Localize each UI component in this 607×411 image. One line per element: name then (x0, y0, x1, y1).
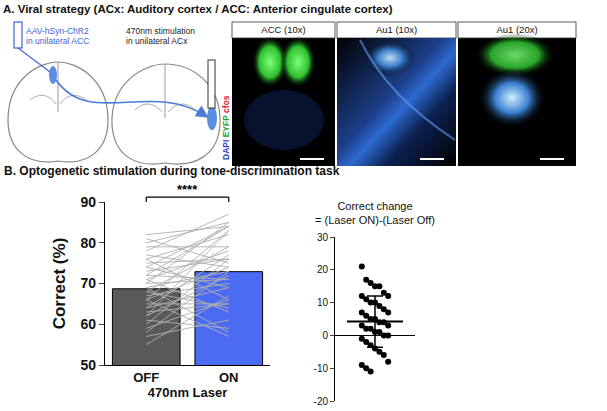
svg-text:****: **** (177, 182, 198, 197)
svg-text:AAV-hSyn-ChR2: AAV-hSyn-ChR2 (26, 26, 89, 36)
svg-text:ON: ON (219, 370, 239, 385)
svg-text:70: 70 (80, 275, 96, 291)
svg-text:50: 50 (80, 357, 96, 373)
svg-text:20: 20 (317, 264, 329, 275)
svg-text:-10: -10 (314, 363, 329, 374)
svg-text:A. Viral strategy (ACx: Audito: A. Viral strategy (ACx: Auditory cortex … (3, 3, 393, 15)
svg-text:Correct change= (Laser ON)-(La: Correct change= (Laser ON)-(Laser Off) (315, 200, 435, 226)
svg-text:Correct (%): Correct (%) (50, 238, 69, 330)
svg-text:Au1 (10x): Au1 (10x) (376, 24, 417, 35)
svg-text:60: 60 (80, 316, 96, 332)
svg-text:DAPI EYFP cfos: DAPI EYFP cfos (221, 95, 231, 160)
svg-text:ACC (10x): ACC (10x) (261, 24, 305, 35)
svg-text:80: 80 (80, 235, 96, 251)
svg-text:30: 30 (317, 232, 329, 243)
svg-text:in unilateral ACx: in unilateral ACx (126, 36, 188, 46)
svg-text:in unilateral ACC: in unilateral ACC (26, 36, 89, 46)
svg-text:OFF: OFF (133, 370, 159, 385)
svg-text:90: 90 (80, 194, 96, 210)
svg-text:Au1 (20x): Au1 (20x) (496, 24, 537, 35)
html-text:B. Optogenetic stimulation dur: B. Optogenetic stimulation during tone-d… (4, 164, 340, 178)
svg-text:470nm stimulation: 470nm stimulation (126, 26, 195, 36)
svg-text:-20: -20 (314, 396, 329, 407)
svg-text:470nm Laser: 470nm Laser (148, 385, 228, 400)
svg-text:10: 10 (317, 297, 329, 308)
svg-text:0: 0 (322, 330, 328, 341)
